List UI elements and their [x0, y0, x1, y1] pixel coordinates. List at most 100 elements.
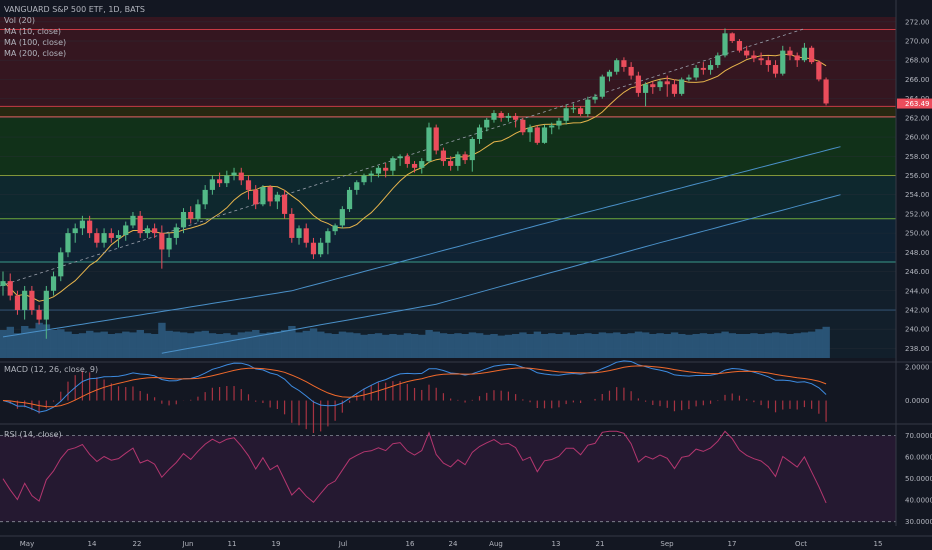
volume-bar	[634, 331, 643, 358]
volume-bar	[504, 334, 513, 358]
volume-bar	[324, 333, 332, 358]
candle	[491, 110, 497, 123]
candle-body	[404, 156, 410, 164]
candle-body	[94, 233, 100, 243]
candle-body	[563, 108, 569, 121]
candle-body	[303, 228, 309, 243]
candle-body	[744, 50, 750, 56]
volume-bar	[519, 332, 527, 358]
candle-body	[455, 154, 461, 166]
price-tick-label: 270.00	[905, 38, 930, 46]
volume-bar	[78, 333, 87, 358]
candle	[700, 62, 706, 75]
candle	[679, 77, 685, 96]
candle	[383, 163, 389, 178]
candle-body	[448, 161, 454, 166]
candle-body	[397, 156, 403, 159]
candle-body	[7, 281, 13, 296]
candle-body	[137, 215, 143, 234]
candle-body	[224, 175, 230, 184]
candle	[794, 52, 800, 67]
candle-body	[43, 290, 49, 320]
candle	[744, 45, 750, 59]
candle-body	[758, 58, 764, 61]
candle	[621, 57, 627, 72]
volume-bar	[396, 334, 404, 358]
candle	[585, 96, 591, 117]
volume-bar	[584, 333, 592, 358]
candle	[455, 151, 461, 171]
candle-body	[115, 235, 122, 238]
candle	[253, 185, 259, 210]
volume-bar	[764, 333, 773, 358]
volume-bar	[374, 333, 383, 358]
candle	[22, 285, 28, 320]
rsi-tick-label: 50.0000	[905, 475, 932, 483]
candle-body	[231, 172, 237, 176]
candle	[260, 185, 266, 207]
candle	[108, 228, 114, 243]
ma100-line	[2, 146, 841, 338]
rsi-line	[2, 430, 827, 504]
candle-body	[635, 75, 641, 93]
volume-bar	[35, 322, 43, 358]
candle	[751, 50, 757, 63]
price-tick-label: 254.00	[905, 191, 930, 199]
candle	[664, 75, 670, 97]
candle	[346, 187, 353, 212]
candle	[614, 58, 620, 75]
candle-body	[123, 225, 129, 236]
volume-bar	[613, 332, 621, 358]
fib-band-2	[0, 106, 896, 117]
candle	[65, 228, 71, 258]
candle	[224, 170, 230, 188]
candle-body	[281, 194, 288, 214]
candle	[274, 191, 280, 210]
candle	[765, 56, 771, 72]
volume-bar	[158, 322, 166, 358]
volume-bar	[699, 333, 708, 358]
candle-body	[780, 50, 786, 74]
volume-bar	[779, 333, 787, 358]
candle	[245, 175, 252, 200]
candle-body	[144, 228, 150, 234]
volume-bar	[201, 330, 209, 358]
candle	[606, 69, 613, 82]
candle	[123, 221, 129, 241]
candle	[188, 206, 194, 224]
candle-body	[816, 62, 822, 80]
candle-body	[346, 189, 353, 210]
volume-bar	[360, 334, 368, 358]
price-tick-label: 252.00	[905, 210, 930, 218]
time-axis[interactable]: May 14 22 Jun 11 19 Jul 16 24 Aug 13 21 Sep 17 Oct 15	[0, 535, 932, 548]
candle	[419, 158, 425, 174]
price-tick-label: 268.00	[905, 57, 930, 65]
candle-body	[722, 33, 728, 56]
volume-bar	[540, 334, 549, 358]
fib-band-1	[0, 29, 896, 107]
price-tick-label: 246.00	[905, 268, 930, 276]
volume-bar	[800, 332, 809, 358]
candle-body	[217, 179, 223, 184]
time-tick-label: 22	[133, 540, 142, 548]
study-ma100: MA (100, close)	[4, 38, 66, 47]
volume-bar	[793, 333, 801, 358]
volume-bar	[432, 331, 440, 358]
candle-body	[657, 81, 663, 88]
fibonacci-retracement[interactable]	[0, 17, 896, 358]
candle	[534, 125, 540, 145]
candle-body	[491, 113, 497, 120]
volume-bar	[13, 333, 22, 358]
fib-band-4	[0, 175, 896, 219]
volume-bar	[302, 330, 311, 358]
volume-bar	[620, 334, 628, 358]
candle-body	[693, 67, 699, 78]
candle-body	[166, 237, 172, 250]
volume-bar	[49, 330, 58, 358]
candle-body	[809, 47, 815, 63]
volume-bar	[266, 332, 274, 358]
volume-bar	[151, 334, 159, 358]
price-axis[interactable]: 272.00270.00268.00266.00264.00262.00260.…	[895, 0, 932, 526]
volume-bar	[425, 330, 433, 358]
